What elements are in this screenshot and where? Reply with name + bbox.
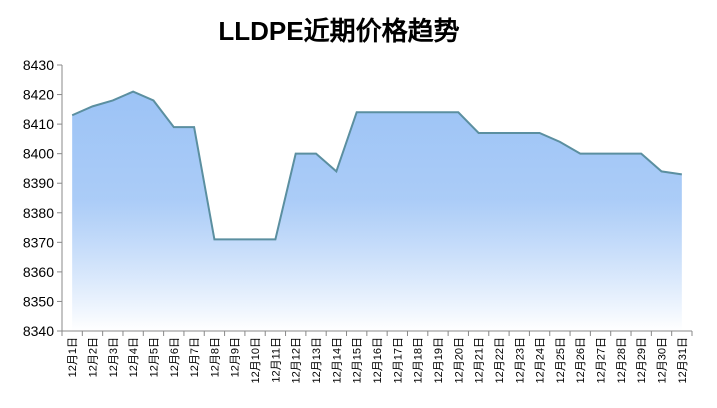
x-tick-label: 12月3日 (108, 337, 120, 377)
x-tick-label: 12月25日 (555, 337, 567, 383)
x-tick-label: 12月31日 (677, 337, 689, 383)
x-tick-label: 12月18日 (413, 337, 425, 383)
x-tick-label: 12月24日 (535, 337, 547, 383)
y-tick-label: 8410 (23, 116, 54, 132)
y-tick-label: 8350 (23, 293, 54, 309)
y-tick-label: 8380 (23, 205, 54, 221)
x-tick-label: 12月4日 (128, 337, 140, 377)
x-tick-label: 12月9日 (230, 337, 242, 377)
x-tick-label: 12月30日 (657, 337, 669, 383)
y-tick-label: 8370 (23, 234, 54, 250)
y-tick-label: 8420 (23, 87, 54, 103)
area-fill (72, 91, 682, 331)
y-tick-label: 8390 (23, 175, 54, 191)
x-tick-label: 12月23日 (514, 337, 526, 383)
x-tick-label: 12月16日 (372, 337, 384, 383)
y-tick-label: 8340 (23, 323, 54, 339)
x-tick-label: 12月20日 (453, 337, 465, 383)
x-tick-label: 12月10日 (250, 337, 262, 383)
x-tick-label: 12月28日 (616, 337, 628, 383)
x-tick-label: 12月11日 (270, 337, 282, 383)
x-tick-label: 12月17日 (392, 337, 404, 383)
x-tick-label: 12月1日 (67, 337, 79, 377)
x-tick-label: 12月27日 (596, 337, 608, 383)
x-tick-label: 12月15日 (352, 337, 364, 383)
x-tick-label: 12月7日 (189, 337, 201, 377)
area-line (71, 90, 682, 241)
x-tick-label: 12月26日 (575, 337, 587, 383)
y-tick-label: 8400 (23, 146, 54, 162)
x-tick-label: 12月5日 (148, 337, 160, 377)
x-tick-label: 12月2日 (87, 337, 99, 377)
chart-title: LLDPE近期价格趋势 (218, 16, 459, 46)
x-tick-label: 12月21日 (474, 337, 486, 383)
x-tick-label: 12月8日 (209, 337, 221, 377)
x-tick-label: 12月6日 (169, 337, 181, 377)
x-tick-label: 12月12日 (291, 337, 303, 383)
y-tick-label: 8360 (23, 264, 54, 280)
y-tick-label: 8430 (23, 57, 54, 73)
x-tick-label: 12月29日 (636, 337, 648, 383)
x-tick-label: 12月13日 (311, 337, 323, 383)
x-tick-label: 12月19日 (433, 337, 445, 383)
x-tick-label: 12月22日 (494, 337, 506, 383)
x-tick-label: 12月14日 (331, 337, 343, 383)
